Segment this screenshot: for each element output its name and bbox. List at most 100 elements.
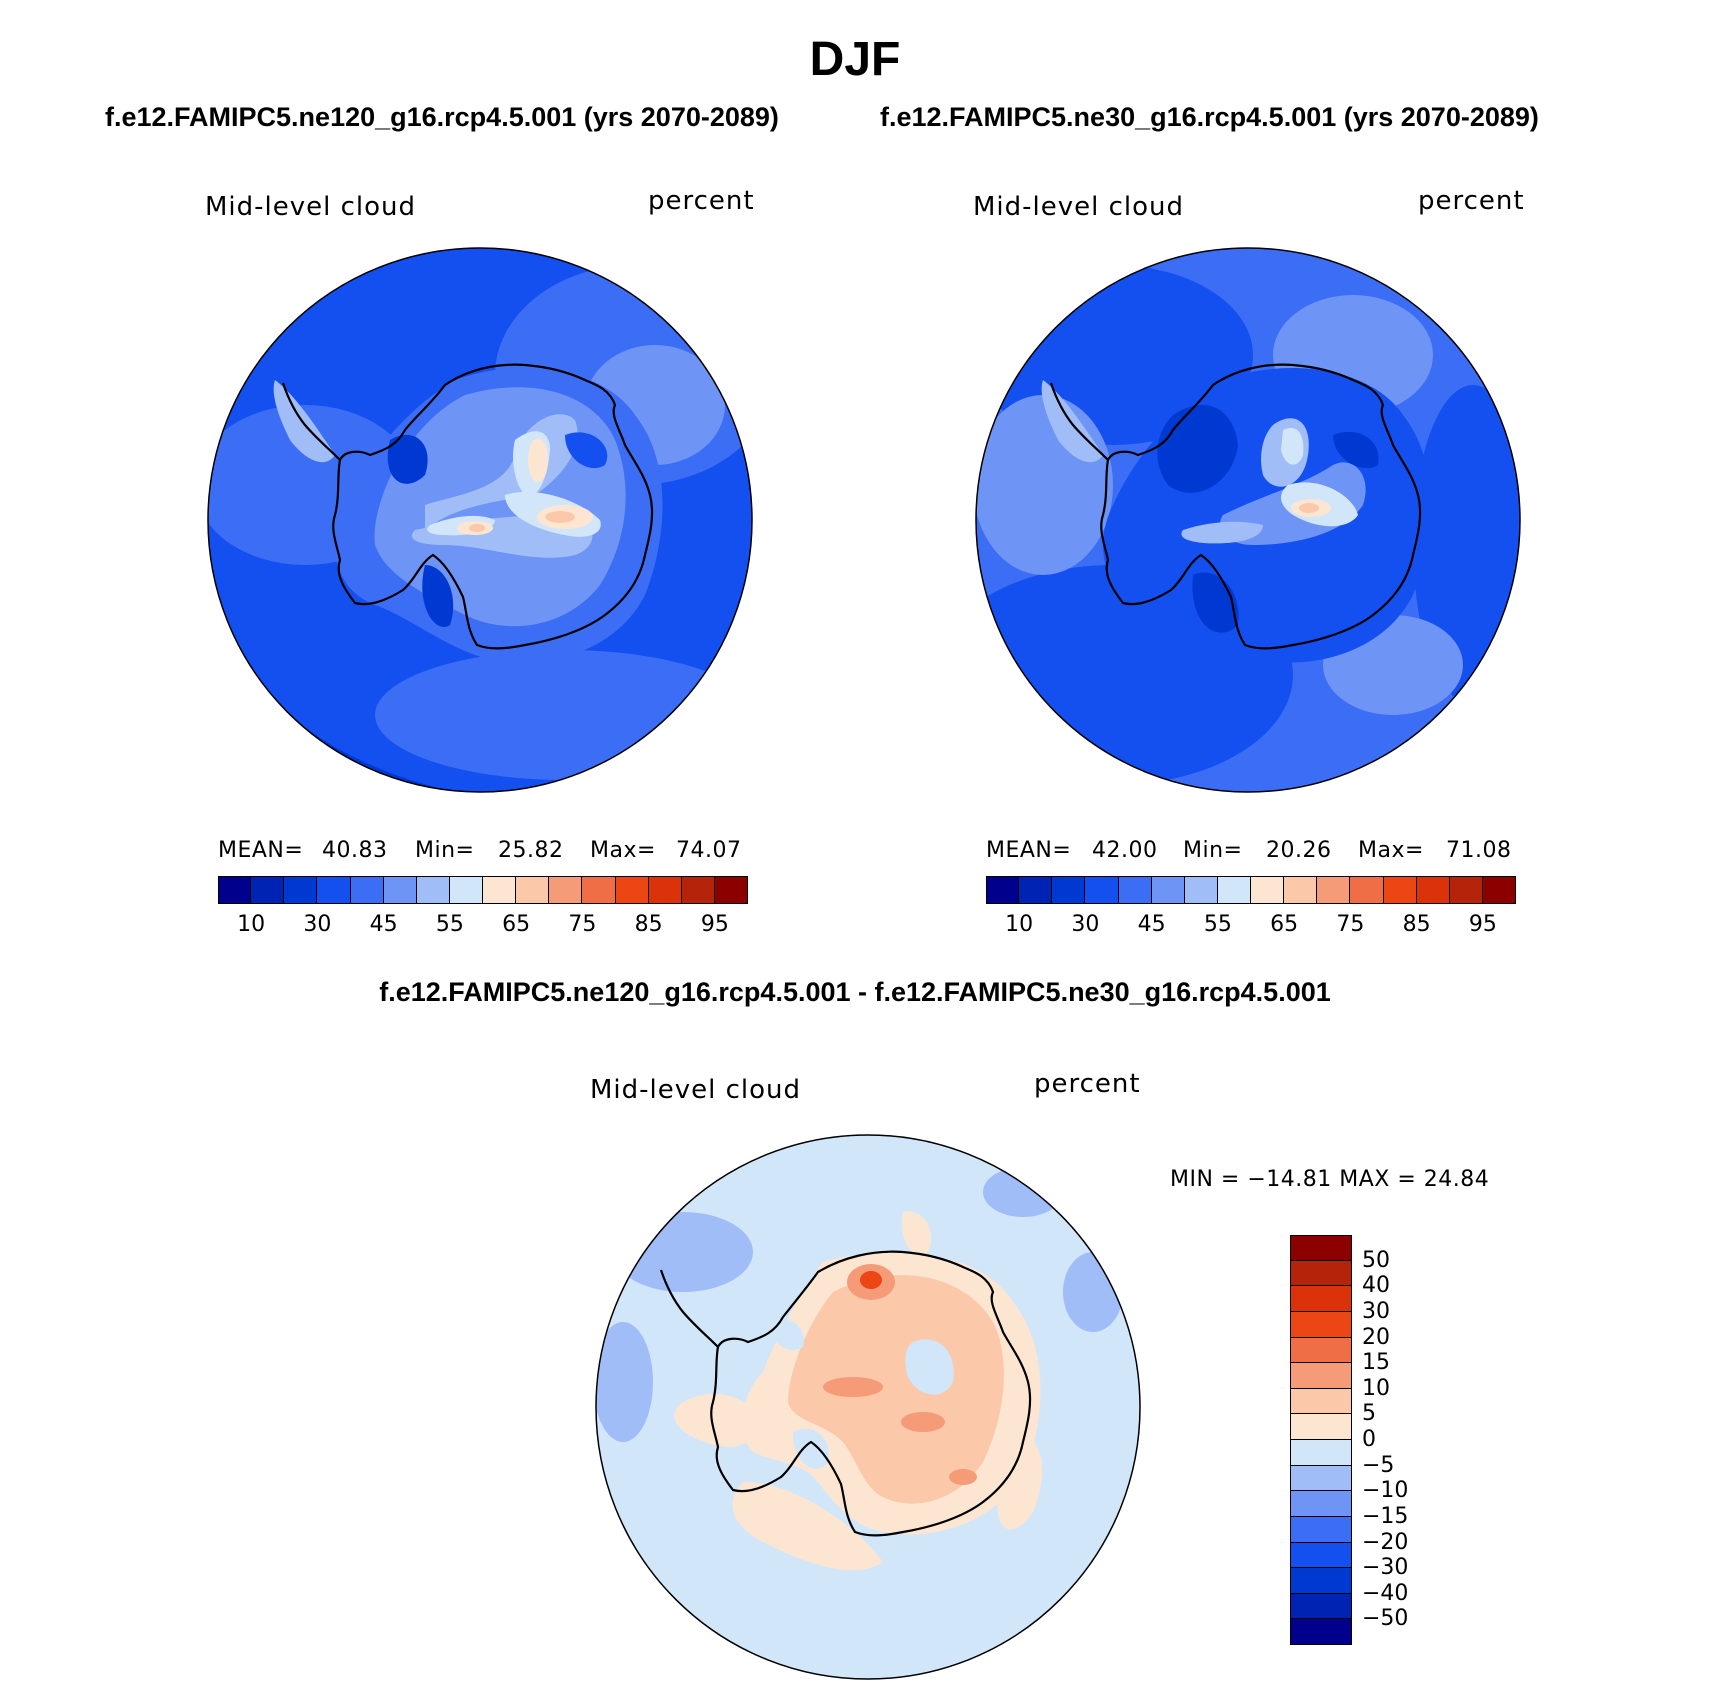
colorbar-cell <box>1251 876 1285 904</box>
panel-right-min-value: 20.26 <box>1266 838 1332 863</box>
colorbar-cell <box>449 876 483 904</box>
colorbar-cell <box>1290 1388 1352 1415</box>
colorbar-tick-label: 30 <box>1071 912 1100 937</box>
panel-left-max-label: Max= <box>590 838 656 863</box>
panel-left-max-value: 74.07 <box>676 838 742 863</box>
colorbar-cell <box>582 876 616 904</box>
colorbar-tick-label: 30 <box>1362 1298 1390 1324</box>
colorbar-cell <box>1284 876 1318 904</box>
colorbar-cell <box>1085 876 1119 904</box>
colorbar-cell <box>1290 1516 1352 1543</box>
colorbar-tick-label: 40 <box>1362 1273 1390 1299</box>
colorbar-tick-label: 45 <box>369 912 398 937</box>
colorbar-tick-label: 5 <box>1362 1401 1376 1427</box>
colorbar-cell <box>615 876 649 904</box>
colorbar-tick-label: 65 <box>1270 912 1299 937</box>
colorbar-cell <box>714 876 748 904</box>
colorbar-cell <box>218 876 252 904</box>
colorbar-cell <box>1290 1337 1352 1364</box>
colorbar-tick-label: 95 <box>1468 912 1497 937</box>
colorbar-cell <box>284 876 318 904</box>
colorbar-cell <box>1449 876 1483 904</box>
panel-left-map <box>207 247 753 793</box>
colorbar-cell <box>1118 876 1152 904</box>
colorbar-cell <box>648 876 682 904</box>
colorbar-tick-label: 0 <box>1362 1427 1376 1452</box>
colorbar-tick-label: 65 <box>502 912 531 937</box>
panel-right-variable-label: Mid-level cloud <box>973 192 1185 222</box>
colorbar-tick-label: 10 <box>237 912 266 937</box>
colorbar-cell <box>1290 1491 1352 1517</box>
difference-colorbar-ticks: 50 40 30 20 15 10 5 0 −5 −10 −15 −20 −30 −40 −50 <box>1362 1235 1482 1645</box>
panel-right-units-label: percent <box>1418 186 1525 216</box>
panel-right-max-label: Max= <box>1358 838 1424 863</box>
colorbar-cell <box>1416 876 1450 904</box>
panel-left-units-label: percent <box>648 186 755 216</box>
colorbar-tick-label: 95 <box>700 912 729 937</box>
coastline <box>659 1250 1032 1537</box>
colorbar-cell <box>1052 876 1086 904</box>
colorbar-cell <box>1350 876 1384 904</box>
colorbar-tick-label: 75 <box>568 912 597 937</box>
coastline <box>281 363 654 650</box>
colorbar-cell <box>1290 1414 1352 1440</box>
colorbar-cell <box>1290 1363 1352 1389</box>
colorbar-tick-label: 20 <box>1362 1324 1390 1350</box>
colorbar-cell <box>1290 1311 1352 1338</box>
panel-left-colorbar <box>218 876 748 904</box>
colorbar-cell <box>1184 876 1218 904</box>
difference-map <box>595 1134 1141 1680</box>
panel-left-min-label: Min= <box>415 838 475 863</box>
panel-left-colorbar-ticks: 10 30 45 55 65 75 85 95 <box>218 912 748 938</box>
colorbar-cell <box>516 876 550 904</box>
difference-colorbar <box>1290 1235 1352 1645</box>
panel-left-variable-label: Mid-level cloud <box>205 192 417 222</box>
colorbar-tick-label: 50 <box>1362 1247 1390 1273</box>
difference-title: f.e12.FAMIPC5.ne120_g16.rcp4.5.001 - f.e… <box>379 977 1331 1007</box>
colorbar-cell <box>1290 1619 1352 1645</box>
colorbar-tick-label: −10 <box>1362 1478 1409 1504</box>
colorbar-cell <box>1383 876 1417 904</box>
ocean-light-band <box>375 650 752 780</box>
colorbar-cell <box>1019 876 1053 904</box>
colorbar-tick-label: −15 <box>1362 1503 1409 1529</box>
colorbar-tick-label: 85 <box>634 912 663 937</box>
panel-left-mean-label: MEAN= <box>218 838 304 863</box>
colorbar-cell <box>1290 1465 1352 1492</box>
colorbar-cell <box>681 876 715 904</box>
colorbar-cell <box>483 876 517 904</box>
colorbar-cell <box>1290 1235 1352 1261</box>
difference-stats: MIN = −14.81 MAX = 24.84 <box>1170 1167 1490 1192</box>
colorbar-tick-label: 45 <box>1137 912 1166 937</box>
panel-right-min-label: Min= <box>1183 838 1243 863</box>
difference-units-label: percent <box>1034 1069 1141 1099</box>
colorbar-tick-label: 10 <box>1362 1375 1390 1401</box>
colorbar-cell <box>549 876 583 904</box>
panel-right-colorbar <box>986 876 1516 904</box>
colorbar-tick-label: 30 <box>303 912 332 937</box>
colorbar-cell <box>986 876 1020 904</box>
colorbar-tick-label: −40 <box>1362 1580 1409 1606</box>
colorbar-tick-label: −30 <box>1362 1555 1409 1581</box>
colorbar-cell <box>1317 876 1351 904</box>
panel-right-mean-label: MEAN= <box>986 838 1072 863</box>
colorbar-cell <box>1290 1286 1352 1312</box>
colorbar-cell <box>1290 1542 1352 1569</box>
colorbar-cell <box>383 876 417 904</box>
panel-right-case-title: f.e12.FAMIPC5.ne30_g16.rcp4.5.001 (yrs 2… <box>880 102 1539 132</box>
colorbar-cell <box>1151 876 1185 904</box>
colorbar-tick-label: 85 <box>1402 912 1431 937</box>
panel-left-mean-value: 40.83 <box>322 838 388 863</box>
coastline <box>1049 363 1422 650</box>
panel-right-map <box>975 247 1521 793</box>
difference-variable-label: Mid-level cloud <box>590 1075 802 1105</box>
colorbar-cell <box>350 876 384 904</box>
panel-right-mean-value: 42.00 <box>1092 838 1158 863</box>
panel-left-case-title: f.e12.FAMIPC5.ne120_g16.rcp4.5.001 (yrs … <box>105 102 779 132</box>
colorbar-cell <box>1290 1593 1352 1620</box>
colorbar-cell <box>1290 1440 1352 1466</box>
colorbar-cell <box>317 876 351 904</box>
colorbar-tick-label: 55 <box>435 912 464 937</box>
panel-right-max-value: 71.08 <box>1446 838 1512 863</box>
colorbar-cell <box>416 876 450 904</box>
